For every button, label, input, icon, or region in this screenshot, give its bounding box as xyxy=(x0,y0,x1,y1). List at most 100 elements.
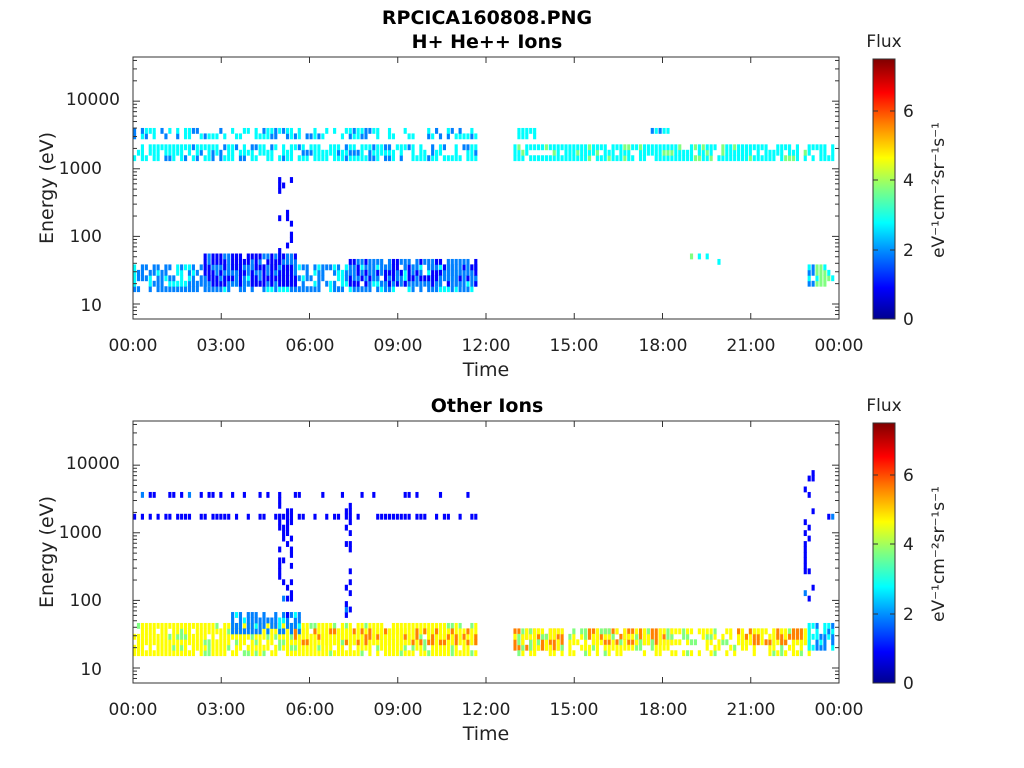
flux-cell xyxy=(737,155,741,162)
flux-cell xyxy=(211,280,215,287)
flux-cell xyxy=(619,155,623,162)
flux-cell xyxy=(384,286,388,293)
flux-cell xyxy=(305,275,309,282)
flux-cell xyxy=(180,264,184,271)
flux-cell xyxy=(513,149,517,156)
flux-cell xyxy=(791,644,796,651)
flux-cell xyxy=(254,155,258,162)
flux-cell xyxy=(407,628,411,635)
colorbar-tick-label: 2 xyxy=(903,241,914,261)
flux-cell xyxy=(380,639,384,646)
flux-cell xyxy=(705,155,709,162)
flux-cell xyxy=(631,633,635,640)
flux-cell xyxy=(595,155,599,162)
flux-cell xyxy=(450,628,454,635)
flux-cell xyxy=(227,644,231,651)
flux-cell xyxy=(419,280,423,287)
flux-cell xyxy=(250,628,254,635)
flux-cell xyxy=(313,133,317,140)
flux-cell xyxy=(721,633,725,640)
flux-cell xyxy=(403,622,407,629)
flux-cell xyxy=(525,133,529,140)
flux-cell xyxy=(387,639,392,646)
flux-cell xyxy=(183,622,188,629)
flux-cell xyxy=(517,133,521,140)
flux-cell xyxy=(301,650,305,657)
flux-cell xyxy=(258,639,262,646)
flux-cell xyxy=(266,133,270,140)
flux-cell xyxy=(360,127,364,134)
flux-cell xyxy=(419,650,423,657)
flux-cell xyxy=(266,644,270,651)
flux-cell xyxy=(442,639,446,646)
flux-cell xyxy=(368,286,372,293)
flux-cell xyxy=(152,280,156,287)
flux-cell xyxy=(729,633,733,640)
flux-cell xyxy=(380,633,384,640)
flux-cell xyxy=(548,650,552,657)
flux-cell xyxy=(258,253,262,260)
flux-cell xyxy=(321,133,325,140)
flux-cell xyxy=(246,644,250,651)
flux-cell xyxy=(372,127,376,134)
flux-cell xyxy=(172,633,176,640)
flux-cell xyxy=(238,253,243,260)
flux-cell xyxy=(156,155,160,162)
flux-cell xyxy=(376,639,380,646)
flux-cell xyxy=(321,275,325,282)
flux-cell xyxy=(560,633,564,640)
flux-cell xyxy=(195,155,199,162)
flux-cell xyxy=(591,628,596,635)
flux-cell xyxy=(140,633,144,640)
flux-cell xyxy=(686,650,690,657)
flux-cell xyxy=(580,144,584,151)
flux-cell xyxy=(360,133,364,140)
x-tick-label: 00:00 xyxy=(815,336,864,356)
flux-cell xyxy=(415,155,419,162)
flux-cell xyxy=(795,639,799,646)
flux-cell xyxy=(148,639,152,646)
flux-cell xyxy=(364,275,368,282)
flux-cell xyxy=(203,253,207,260)
flux-cell xyxy=(607,639,611,646)
flux-cell xyxy=(372,144,376,151)
flux-cell xyxy=(133,269,137,276)
flux-cell xyxy=(415,622,419,629)
flux-cell xyxy=(364,633,368,640)
flux-cell xyxy=(462,628,466,635)
flux-cell xyxy=(438,275,443,282)
flux-cell xyxy=(187,144,192,151)
flux-cell xyxy=(725,628,729,635)
flux-cell xyxy=(203,286,207,293)
flux-cell xyxy=(572,633,576,640)
flux-cell xyxy=(336,628,341,635)
flux-cell xyxy=(470,650,474,657)
flux-cell xyxy=(250,650,254,657)
flux-cell xyxy=(799,628,803,635)
flux-cell xyxy=(415,628,419,635)
flux-cell xyxy=(380,258,384,265)
flux-cell xyxy=(333,280,337,287)
flux-cell xyxy=(344,541,348,547)
flux-cell xyxy=(709,149,713,156)
flux-cell xyxy=(466,144,470,151)
y-tick-labels: 10 100 1000 10000 xyxy=(59,90,120,316)
flux-cell xyxy=(419,275,423,282)
flux-cell xyxy=(278,177,282,183)
flux-cell xyxy=(199,513,203,520)
flux-cell xyxy=(462,258,466,265)
flux-cell xyxy=(395,644,399,651)
flux-cell xyxy=(431,275,435,282)
flux-cell xyxy=(266,639,270,646)
flux-cell xyxy=(199,622,203,629)
flux-cell xyxy=(325,280,329,287)
flux-cell xyxy=(795,144,799,151)
flux-cell xyxy=(164,275,168,282)
flux-cell xyxy=(356,628,360,635)
flux-cell xyxy=(215,264,219,271)
flux-cell xyxy=(246,264,250,271)
flux-cell xyxy=(376,264,380,271)
flux-cell xyxy=(407,650,411,657)
flux-cell xyxy=(270,133,274,140)
flux-cell xyxy=(458,513,462,520)
